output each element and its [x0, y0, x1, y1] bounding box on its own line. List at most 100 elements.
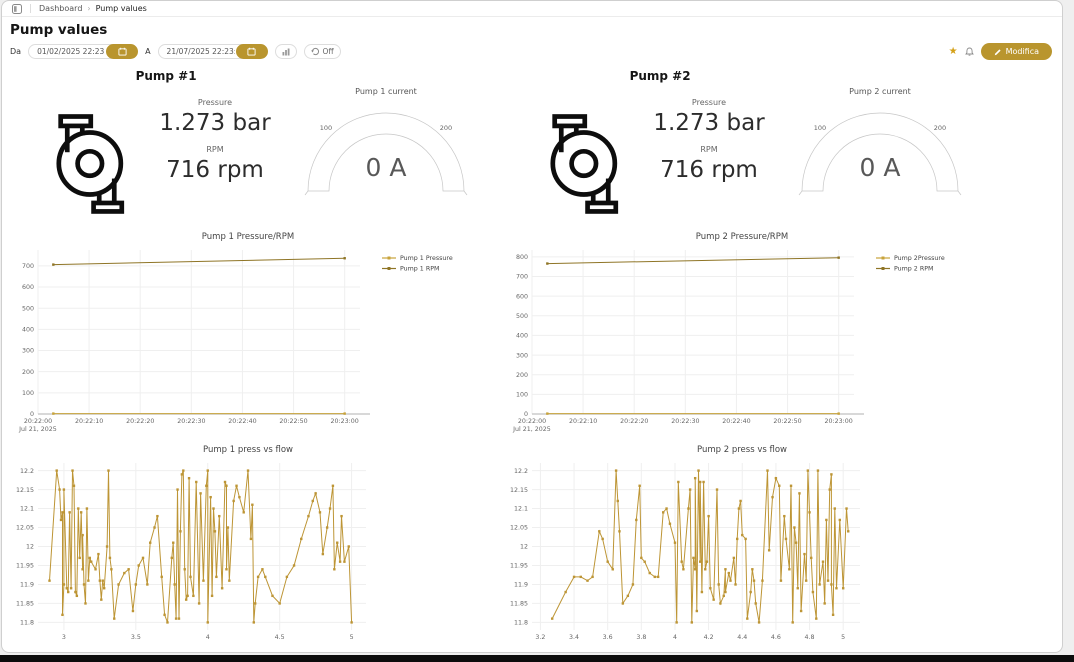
breadcrumb-current: Pump values [95, 4, 147, 13]
svg-text:100: 100 [22, 390, 34, 397]
svg-text:11.9: 11.9 [20, 582, 34, 589]
calendar-icon [118, 47, 127, 56]
pump2-title: Pump #2 [629, 69, 691, 83]
svg-text:12.05: 12.05 [510, 525, 528, 532]
svg-text:11.8: 11.8 [514, 620, 528, 627]
topbar-divider [30, 4, 31, 13]
svg-text:4: 4 [206, 634, 210, 641]
svg-text:Pump 2 RPM: Pump 2 RPM [894, 266, 933, 273]
svg-text:20:22:40: 20:22:40 [722, 418, 750, 425]
auto-refresh-label: Off [322, 47, 334, 56]
date-from-control [28, 44, 139, 59]
svg-text:11.85: 11.85 [510, 601, 528, 608]
pump2-gauge-title: Pump 2 current [849, 87, 911, 96]
svg-text:4: 4 [673, 634, 677, 641]
page-title: Pump values [10, 22, 108, 38]
app-window: Dashboard › Pump values Pump values Da A [1, 0, 1063, 653]
svg-text:12.15: 12.15 [510, 487, 528, 494]
svg-text:300: 300 [516, 352, 528, 359]
svg-text:200: 200 [22, 369, 34, 376]
svg-text:Pump 1 RPM: Pump 1 RPM [400, 266, 439, 273]
pump1-panel: Pump #1 Pressure 1 [8, 65, 502, 648]
date-from-label: Da [10, 47, 22, 56]
pencil-icon [994, 48, 1001, 55]
pump1-pressure-rpm-chart-title: Pump 1 Pressure/RPM [201, 232, 295, 242]
date-from-calendar-button[interactable] [106, 44, 139, 59]
svg-text:4.8: 4.8 [805, 634, 815, 641]
auto-refresh-toggle[interactable]: Off [303, 44, 341, 59]
edit-button-label: Modifica [1005, 47, 1039, 56]
svg-text:11.8: 11.8 [20, 620, 34, 627]
stats-button[interactable] [274, 44, 297, 59]
date-to-label: A [145, 47, 151, 56]
svg-text:3: 3 [62, 634, 66, 641]
svg-text:20:22:10: 20:22:10 [75, 418, 103, 425]
top-bar: Dashboard › Pump values [2, 1, 1062, 17]
pump1-metrics: Pressure 1.273 bar RPM 716 rpm Pump 1 cu… [8, 83, 502, 229]
svg-text:12.15: 12.15 [16, 487, 34, 494]
pump2-pressure-value: 1.273 bar [653, 110, 765, 136]
svg-text:400: 400 [22, 327, 34, 334]
gauge-tick-200: 200 [934, 124, 946, 132]
svg-text:4.2: 4.2 [704, 634, 714, 641]
svg-text:3.6: 3.6 [603, 634, 613, 641]
pump2-rpm-value: 716 rpm [660, 157, 758, 183]
svg-text:100: 100 [516, 392, 528, 399]
svg-text:20:22:30: 20:22:30 [177, 418, 205, 425]
breadcrumb: Dashboard › Pump values [39, 4, 147, 13]
svg-text:Jul 21, 2025: Jul 21, 2025 [512, 426, 551, 433]
svg-text:800: 800 [516, 254, 528, 261]
svg-text:20:22:10: 20:22:10 [569, 418, 597, 425]
svg-text:20:22:20: 20:22:20 [620, 418, 648, 425]
svg-text:12.1: 12.1 [514, 506, 528, 513]
svg-text:4.5: 4.5 [275, 634, 285, 641]
svg-text:600: 600 [516, 293, 528, 300]
svg-text:12.2: 12.2 [20, 468, 34, 475]
date-to-control [157, 44, 268, 59]
svg-text:300: 300 [22, 348, 34, 355]
pump1-press-flow-chart-title: Pump 1 press vs flow [202, 445, 293, 455]
breadcrumb-dashboard[interactable]: Dashboard [39, 4, 83, 13]
pump1-pressure-label: Pressure [197, 98, 233, 107]
svg-text:11.95: 11.95 [510, 563, 528, 570]
pump2-current-gauge: Pump 2 current 100 200 0 A [790, 87, 970, 203]
svg-text:700: 700 [516, 274, 528, 281]
svg-text:20:22:40: 20:22:40 [228, 418, 256, 425]
svg-text:3.8: 3.8 [636, 634, 646, 641]
edit-button[interactable]: Modifica [980, 43, 1052, 60]
svg-text:11.9: 11.9 [514, 582, 528, 589]
pump2-pressure-rpm-chart-title: Pump 2 Pressure/RPM [695, 232, 789, 242]
svg-text:12.1: 12.1 [20, 506, 34, 513]
svg-text:20:22:30: 20:22:30 [671, 418, 699, 425]
svg-text:Jul 21, 2025: Jul 21, 2025 [18, 426, 57, 433]
pump2-press-flow-chart: 3.2 3.4 3.6 3.8 4 4.2 4.4 4.6 4.8 5 11.8 11.85 11.9 1… [502, 455, 982, 648]
bottom-bar [0, 655, 1074, 662]
svg-text:500: 500 [22, 305, 34, 312]
svg-text:0: 0 [30, 411, 34, 418]
svg-text:5: 5 [841, 634, 845, 641]
pump2-values: Pressure 1.273 bar RPM 716 rpm [628, 89, 790, 183]
gauge-arc: 100 200 [798, 112, 962, 196]
sidebar-toggle-icon[interactable] [12, 3, 22, 14]
gauge-tick-100: 100 [320, 124, 332, 132]
pump1-title: Pump #1 [135, 69, 197, 83]
pump-icon [56, 114, 125, 214]
notifications-button[interactable] [964, 47, 974, 57]
svg-text:20:22:00: 20:22:00 [24, 418, 52, 425]
pump2-pressure-rpm-chart: 20:22:00 20:22:10 20:22:20 20:22:30 20:22:40… [502, 242, 982, 442]
toolbar: Da A [2, 40, 1062, 63]
pump2-press-flow-chart-title: Pump 2 press vs flow [696, 445, 787, 455]
pump-icon [550, 114, 619, 214]
svg-text:500: 500 [516, 313, 528, 320]
bell-icon [964, 47, 974, 56]
svg-text:Pump 1 Pressure: Pump 1 Pressure [400, 255, 453, 262]
favorite-star-icon[interactable]: ★ [948, 45, 958, 57]
pump2-metrics: Pressure 1.273 bar RPM 716 rpm Pump 2 cu… [502, 83, 996, 229]
pump1-values: Pressure 1.273 bar RPM 716 rpm [134, 89, 296, 183]
pump1-current-gauge: Pump 1 current 100 200 0 A [296, 87, 476, 203]
date-to-calendar-button[interactable] [235, 44, 268, 59]
svg-text:200: 200 [516, 372, 528, 379]
svg-text:20:22:50: 20:22:50 [773, 418, 801, 425]
svg-text:4.4: 4.4 [737, 634, 747, 641]
